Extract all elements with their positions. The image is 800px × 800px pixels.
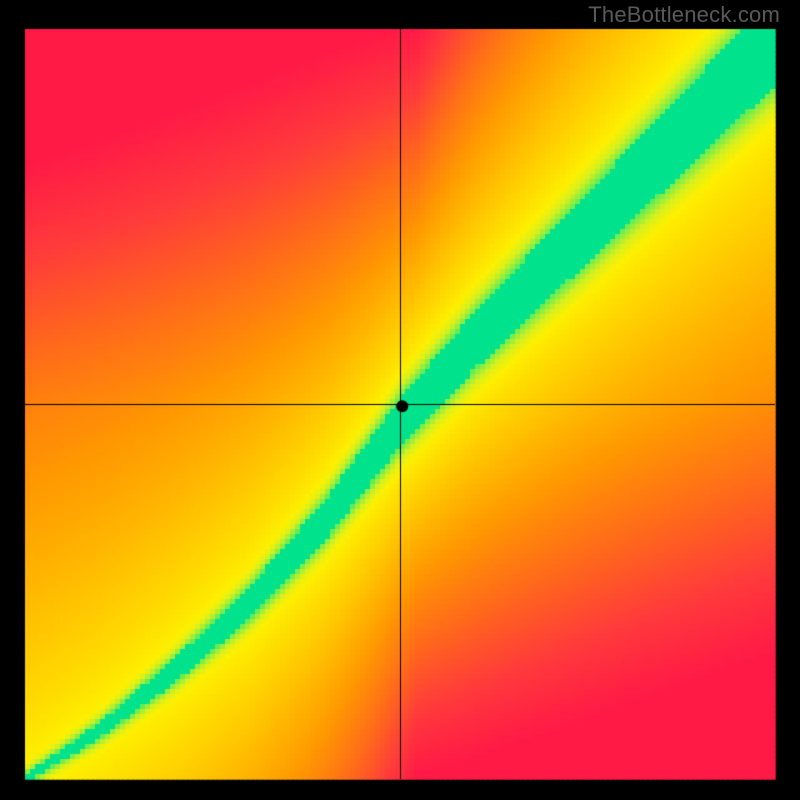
watermark-text: TheBottleneck.com <box>588 2 780 28</box>
bottleneck-heatmap <box>0 0 800 800</box>
chart-container: TheBottleneck.com <box>0 0 800 800</box>
